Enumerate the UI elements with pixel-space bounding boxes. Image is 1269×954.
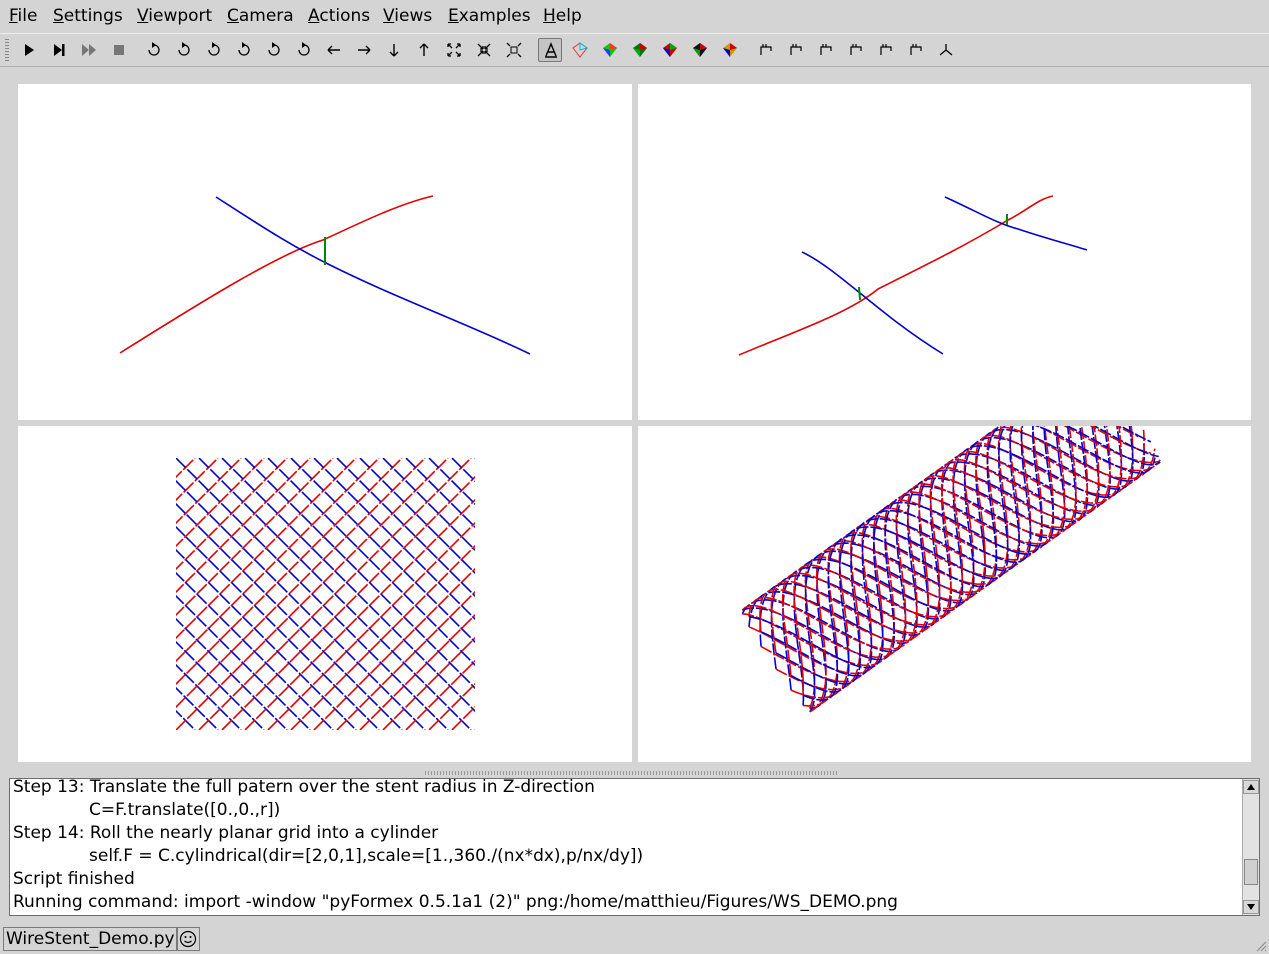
pan-right-icon[interactable] [352, 38, 376, 62]
console-line: Running command: import -window "pyForme… [13, 892, 898, 912]
resize-grip-icon[interactable] [1255, 940, 1267, 952]
rotate-up-icon[interactable] [202, 38, 226, 62]
rotate-ccw-icon[interactable] [262, 38, 286, 62]
cylindrical-stent [741, 426, 1161, 713]
pan-down-icon[interactable] [382, 38, 406, 62]
zoom-in-icon[interactable] [442, 38, 466, 62]
wire-intersection-view-2 [738, 195, 1088, 356]
splitter-handle[interactable] [425, 771, 837, 775]
rotate-down-icon[interactable] [232, 38, 256, 62]
wire-intersection-view-1 [119, 195, 531, 355]
viewport-top-left[interactable] [18, 84, 632, 420]
menu-camera[interactable]: Camera [227, 6, 294, 26]
smooth-lines-icon[interactable] [658, 38, 682, 62]
message-console[interactable]: Step 13: Translate the full patern over … [9, 778, 1260, 916]
console-scrollbar[interactable] [1242, 779, 1259, 915]
viewport-bottom-left[interactable] [18, 426, 632, 762]
step-icon[interactable] [47, 38, 71, 62]
menu-actions[interactable]: Actions [308, 6, 371, 26]
rotate-cw-icon[interactable] [292, 38, 316, 62]
current-file-label: WireStent_Demo.py [3, 927, 178, 951]
play-icon[interactable] [17, 38, 41, 62]
scrollbar-thumb[interactable] [1244, 859, 1258, 885]
status-bar: WireStent_Demo.py [0, 924, 1269, 954]
top-view-icon[interactable] [874, 38, 898, 62]
rotate-right-icon[interactable] [172, 38, 196, 62]
menu-views[interactable]: Views [383, 6, 433, 26]
viewport-bottom-right[interactable] [638, 426, 1251, 762]
transparency-icon[interactable] [538, 38, 562, 62]
fast-forward-icon[interactable] [77, 38, 101, 62]
viewport-top-right[interactable] [638, 84, 1251, 420]
flat-icon[interactable] [598, 38, 622, 62]
smiley-icon [176, 927, 200, 951]
menu-viewport[interactable]: Viewport [137, 6, 213, 26]
bottom-view-icon[interactable] [904, 38, 928, 62]
zoom-out-icon[interactable] [472, 38, 496, 62]
zoom-all-icon[interactable] [502, 38, 526, 62]
toolbar [0, 33, 1269, 67]
console-line: Script finished [13, 869, 135, 889]
console-line: Step 13: Translate the full patern over … [13, 778, 595, 797]
menu-settings[interactable]: Settings [53, 6, 123, 26]
menu-examples[interactable]: Examples [448, 6, 531, 26]
menu-file[interactable]: File [9, 6, 38, 26]
console-line: self.F = C.cylindrical(dir=[2,0,1],scale… [89, 846, 644, 866]
toolbar-grip[interactable] [5, 39, 9, 61]
planar-wire-grid [176, 458, 475, 730]
left-view-icon[interactable] [814, 38, 838, 62]
menu-bar: File Settings Viewport Camera Actions Views Ex… [0, 0, 1269, 32]
pan-left-icon[interactable] [322, 38, 346, 62]
scroll-up-arrow-icon[interactable] [1243, 780, 1259, 794]
smooth-icon[interactable] [628, 38, 652, 62]
console-line: C=F.translate([0.,0.,r]) [89, 800, 281, 820]
flat-lines-icon[interactable] [688, 38, 712, 62]
console-line: Step 14: Roll the nearly planar grid int… [13, 823, 439, 843]
pan-up-icon[interactable] [412, 38, 436, 62]
wireframe-icon[interactable] [568, 38, 592, 62]
stop-icon[interactable] [107, 38, 131, 62]
shaded-icon[interactable] [718, 38, 742, 62]
rotate-left-icon[interactable] [142, 38, 166, 62]
front-view-icon[interactable] [754, 38, 778, 62]
scroll-down-arrow-icon[interactable] [1243, 900, 1259, 914]
back-view-icon[interactable] [784, 38, 808, 62]
menu-help[interactable]: Help [543, 6, 582, 26]
right-view-icon[interactable] [844, 38, 868, 62]
iso-view-icon[interactable] [934, 38, 958, 62]
